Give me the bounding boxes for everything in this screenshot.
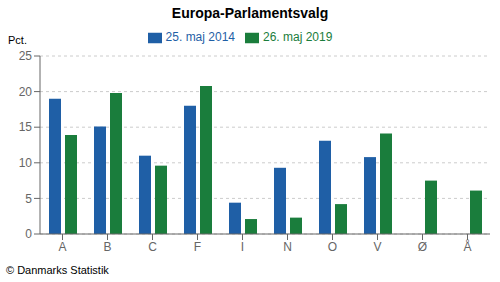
svg-text:C: C [148, 240, 157, 254]
html-text:© Danmarks Statistik: © Danmarks Statistik [6, 264, 109, 276]
html-text:Pct.: Pct. [8, 34, 27, 46]
svg-text:I: I [241, 240, 244, 254]
svg-text:N: N [283, 240, 292, 254]
html-text:26. maj 2019: 26. maj 2019 [263, 30, 333, 44]
svg-text:20: 20 [19, 85, 33, 99]
svg-text:O: O [328, 240, 337, 254]
svg-text:0: 0 [25, 227, 32, 241]
svg-text:25: 25 [19, 49, 33, 63]
html-text:Europa-Parlamentsvalg: Europa-Parlamentsvalg [171, 5, 329, 21]
svg-text:V: V [373, 240, 381, 254]
svg-text:Ø: Ø [418, 240, 427, 254]
svg-text:F: F [194, 240, 201, 254]
svg-text:10: 10 [19, 156, 33, 170]
svg-text:5: 5 [25, 192, 32, 206]
svg-text:15: 15 [19, 120, 33, 134]
svg-text:B: B [103, 240, 111, 254]
html-text:25. maj 2014: 25. maj 2014 [165, 30, 235, 44]
svg-text:Å: Å [463, 239, 471, 254]
svg-text:A: A [58, 240, 66, 254]
